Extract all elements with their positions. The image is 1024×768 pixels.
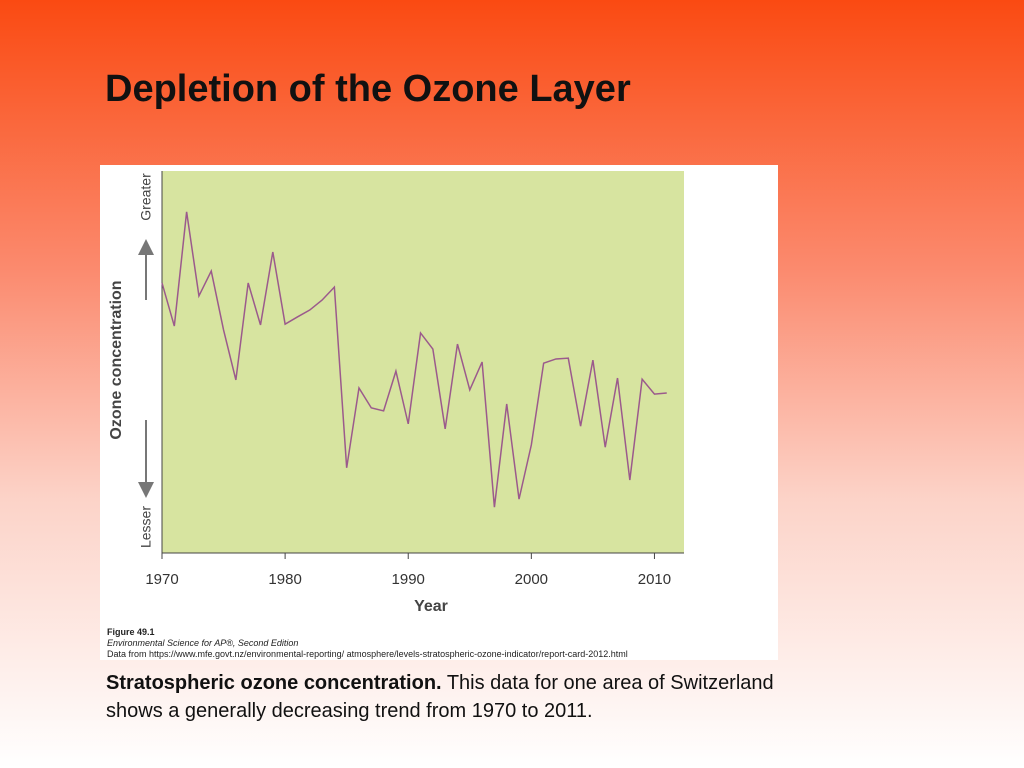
- plot-area: [162, 171, 684, 553]
- y-tick-label: Greater: [138, 173, 154, 221]
- caption-text: This data for one area of Switzerland sh…: [106, 672, 774, 722]
- y-tick-label: Lesser: [138, 506, 154, 548]
- x-tick-label: 2010: [638, 571, 671, 588]
- figure-book: Environmental Science for AP®, Second Ed…: [107, 638, 299, 648]
- x-tick-label: 2000: [515, 571, 548, 588]
- data-line: [161, 211, 667, 508]
- caption-lead: Stratospheric ozone concentration.: [106, 672, 442, 694]
- x-tick-label: 1970: [145, 571, 178, 588]
- x-tick-label: 1980: [268, 571, 301, 588]
- figure-source: Data from https://www.mfe.govt.nz/enviro…: [107, 649, 628, 659]
- y-axis-label: Ozone concentration: [108, 280, 125, 439]
- caption: Stratospheric ozone concentration. This …: [106, 669, 796, 725]
- x-tick-label: 1990: [392, 571, 425, 588]
- x-axis-label: Year: [414, 598, 448, 615]
- figure-label: Figure 49.1: [107, 627, 155, 637]
- figure-notes: Figure 49.1 Environmental Science for AP…: [107, 627, 628, 660]
- slide-title: Depletion of the Ozone Layer: [105, 68, 631, 110]
